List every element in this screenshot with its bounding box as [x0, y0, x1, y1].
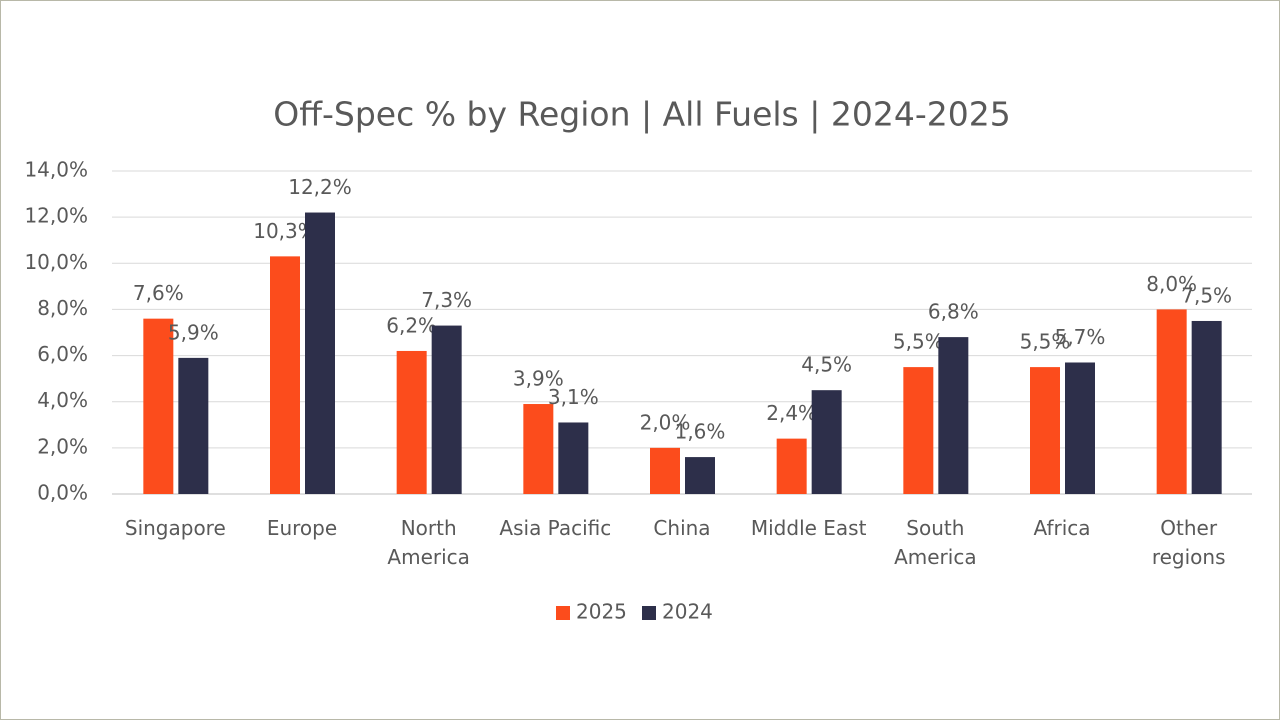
data-label: 3,9%	[513, 367, 564, 391]
bar	[1065, 362, 1095, 494]
legend-label: 2025	[576, 600, 627, 624]
x-tick-label: South America	[894, 516, 977, 569]
data-label: 5,5%	[1020, 330, 1071, 354]
bar	[1156, 309, 1187, 494]
legend-label: 2024	[662, 600, 713, 624]
y-tick-label: 14,0%	[24, 158, 88, 182]
x-tick-label: Middle East	[750, 516, 867, 540]
data-label: 6,2%	[386, 313, 437, 337]
data-label: 6,8%	[928, 300, 979, 324]
y-tick-label: 0,0%	[37, 481, 88, 505]
data-label: 2,4%	[766, 401, 817, 425]
bar	[811, 390, 842, 494]
data-label: 3,1%	[548, 385, 599, 409]
bar	[685, 457, 715, 494]
bar	[178, 357, 209, 494]
bar	[431, 325, 462, 494]
x-tick-label: Asia Pacific	[499, 516, 612, 540]
data-label: 1,6%	[675, 420, 726, 444]
data-label: 8,0%	[1146, 272, 1197, 296]
bar	[558, 422, 589, 494]
data-label: 5,7%	[1055, 325, 1106, 349]
bar	[305, 212, 335, 494]
x-tick-label: Europe	[266, 516, 338, 540]
x-tick-label: North America	[387, 516, 470, 569]
data-label: 7,3%	[421, 288, 472, 312]
data-label: 2,0%	[640, 410, 691, 434]
chart-title: Off-Spec % by Region | All Fuels | 2024-…	[273, 95, 1010, 134]
y-tick-label: 6,0%	[37, 342, 88, 366]
x-tick-label: China	[653, 516, 711, 540]
x-tick-label: Africa	[1033, 516, 1091, 540]
bar	[270, 256, 300, 494]
bar	[650, 447, 680, 494]
y-tick-label: 8,0%	[37, 296, 88, 320]
legend-swatch	[642, 606, 656, 620]
bar	[1191, 320, 1222, 494]
x-tick-label: Other regions	[1151, 516, 1226, 569]
data-label: 4,5%	[801, 353, 852, 377]
bar	[903, 367, 934, 494]
data-label: 7,6%	[133, 281, 184, 305]
x-tick-label: Singapore	[124, 516, 226, 540]
bar	[523, 404, 554, 494]
data-label: 7,5%	[1181, 283, 1232, 307]
y-tick-label: 2,0%	[37, 434, 88, 458]
bar	[1030, 367, 1060, 494]
data-label: 5,9%	[168, 320, 219, 344]
legend-swatch	[556, 606, 570, 620]
bar	[776, 438, 807, 494]
y-tick-label: 4,0%	[37, 388, 88, 412]
data-label: 12,2%	[288, 175, 352, 199]
data-label: 5,5%	[893, 330, 944, 354]
bar	[143, 318, 174, 494]
y-tick-label: 10,0%	[24, 250, 88, 274]
bar	[938, 337, 969, 494]
bar	[396, 350, 427, 494]
y-tick-label: 12,0%	[24, 204, 88, 228]
